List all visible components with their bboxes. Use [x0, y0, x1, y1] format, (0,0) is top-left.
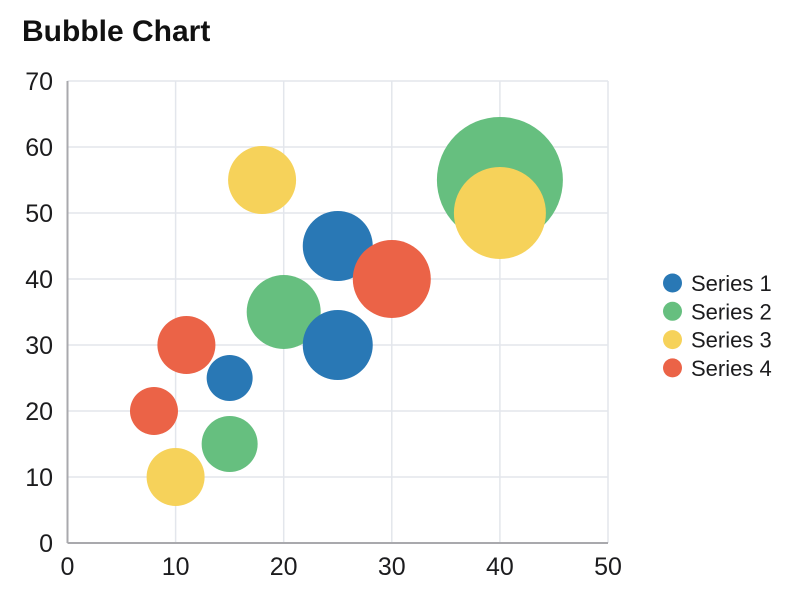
x-tick-label: 10 — [162, 553, 190, 581]
bubble-series-1[interactable] — [302, 310, 373, 380]
y-tick-label: 70 — [25, 68, 53, 96]
bubble-series-4[interactable] — [352, 240, 431, 318]
bubble-series-4[interactable] — [129, 387, 178, 435]
bubble-series-3[interactable] — [228, 146, 297, 214]
legend-label: Series 1 — [691, 271, 772, 296]
x-tick-label: 40 — [486, 553, 514, 581]
legend-marker-series-4 — [663, 358, 682, 378]
legend-marker-series-2 — [663, 301, 682, 321]
x-tick-label: 0 — [61, 553, 75, 581]
bubble-series-2[interactable] — [246, 275, 321, 349]
bubble-series-1[interactable] — [302, 211, 373, 281]
legend-label: Series 3 — [691, 328, 772, 353]
bubbles — [129, 117, 563, 506]
legend-item-series-4[interactable]: Series 4 — [663, 356, 772, 381]
bubble-series-1[interactable] — [206, 355, 253, 401]
y-tick-label: 20 — [25, 398, 53, 426]
y-tick-label: 40 — [25, 266, 53, 294]
legend-item-series-1[interactable]: Series 1 — [663, 271, 772, 296]
bubble-series-4[interactable] — [157, 316, 216, 374]
legend-label: Series 4 — [691, 356, 772, 381]
legend-label: Series 2 — [691, 299, 772, 324]
x-axis-tick-labels: 0 10 20 30 40 50 — [61, 553, 622, 581]
axes — [66, 81, 608, 544]
y-tick-label: 60 — [25, 134, 53, 162]
legend: Series 1 Series 2 Series 3 Series 4 — [663, 271, 772, 381]
x-tick-label: 20 — [270, 553, 298, 581]
x-tick-label: 50 — [594, 553, 622, 581]
y-tick-label: 10 — [25, 464, 53, 492]
y-tick-label: 30 — [25, 332, 53, 360]
legend-marker-series-1 — [663, 273, 682, 293]
x-tick-label: 30 — [378, 553, 406, 581]
bubble-series-2[interactable] — [201, 416, 258, 472]
legend-marker-series-3 — [663, 330, 682, 350]
y-tick-label: 50 — [25, 200, 53, 228]
legend-item-series-3[interactable]: Series 3 — [663, 328, 772, 353]
bubble-series-3[interactable] — [146, 448, 205, 506]
bubble-series-3[interactable] — [453, 167, 546, 259]
chart-title: Bubble Chart — [22, 15, 210, 48]
y-tick-label: 0 — [39, 530, 53, 558]
legend-item-series-2[interactable]: Series 2 — [663, 299, 772, 324]
y-axis-tick-labels: 0 10 20 30 40 50 60 70 — [25, 68, 53, 558]
